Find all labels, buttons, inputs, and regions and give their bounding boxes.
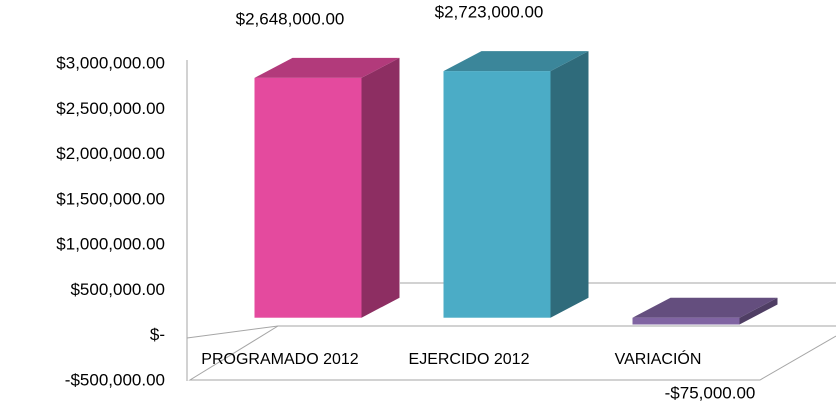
x-tick-label-box: PROGRAMADO 2012: [201, 351, 359, 368]
y-tick-label: $3,000,000.00: [56, 53, 165, 72]
bar-top: [632, 297, 778, 318]
floor: [188, 325, 836, 381]
data-label: -$75,000.00: [665, 383, 756, 402]
bar-side: [739, 297, 778, 325]
bar: [254, 77, 362, 318]
x-tick-label: EJERCIDO 2012: [408, 351, 530, 368]
data-label: $2,723,000.00: [435, 3, 544, 22]
bar-side: [361, 57, 400, 318]
y-tick-label: $2,000,000.00: [56, 144, 165, 163]
y-tick-label: $2,500,000.00: [56, 99, 165, 118]
x-tick-label: PROGRAMADO 2012: [201, 351, 359, 368]
x-tick-label: VARIACIÓN: [614, 351, 702, 368]
floor-back-edge: [186, 325, 279, 339]
bar: [443, 71, 551, 318]
y-tick-label: $-: [150, 325, 165, 344]
bar: [632, 317, 740, 325]
x-tick-label-box: EJERCIDO 2012: [408, 351, 530, 368]
data-label: $2,648,000.00: [236, 9, 345, 28]
y-tick-label: $1,000,000.00: [56, 235, 165, 254]
bar-top: [254, 57, 400, 78]
bar-side: [550, 51, 589, 318]
y-tick-label: $1,500,000.00: [56, 189, 165, 208]
y-tick-label: -$500,000.00: [65, 370, 165, 389]
bar-top: [443, 51, 589, 72]
y-tick-label: $500,000.00: [70, 280, 165, 299]
x-tick-label-box: VARIACIÓN: [614, 351, 702, 368]
